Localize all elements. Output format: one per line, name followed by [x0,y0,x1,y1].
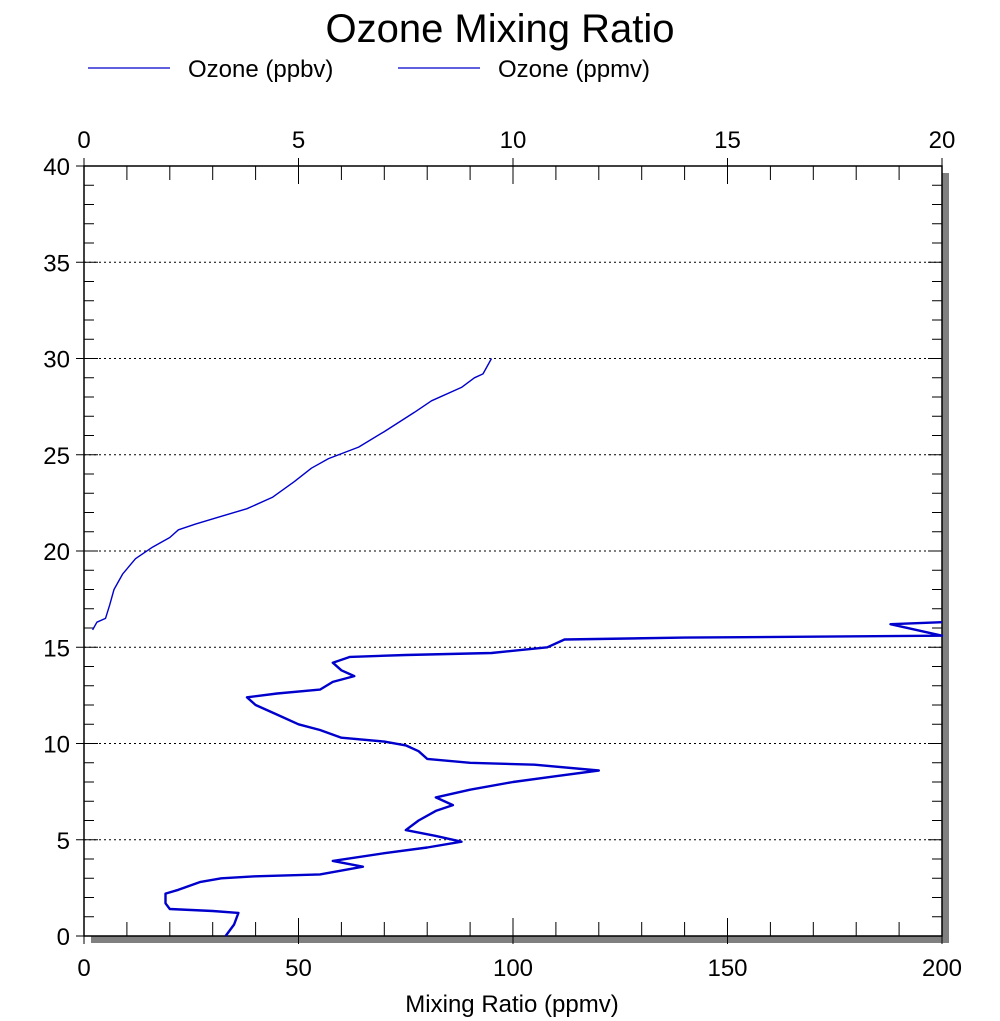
x-top-tick-label-15: 15 [714,127,741,154]
y-tick-label-15: 15 [43,635,70,662]
legend: Ozone (ppbv) Ozone (ppmv) [88,56,650,83]
legend-label-ppbv: Ozone (ppbv) [188,56,333,83]
x-top-tick-label-20: 20 [929,127,956,154]
gridlines [84,261,942,841]
series-layer [91,358,944,937]
legend-label-ppmv: Ozone (ppmv) [498,56,650,83]
y-tick-label-25: 25 [43,443,70,470]
tick-labels: 0 5 10 15 20 25 30 35 40 0 50 100 150 200 0 5 10 15 20 [43,127,962,982]
y-tick-label-30: 30 [43,347,70,374]
y-tick-label-35: 35 [43,250,70,277]
x-top-tick-label-10: 10 [500,127,527,154]
x-bottom-tick-label-200: 200 [922,955,962,982]
x-top-tick-label-5: 5 [292,127,305,154]
x-bottom-tick-label-150: 150 [707,955,747,982]
x-bottom-tick-label-50: 50 [285,955,312,982]
x-bottom-tick-label-100: 100 [493,955,533,982]
y-tick-label-20: 20 [43,539,70,566]
y-tick-label-5: 5 [57,828,70,855]
axis-ticks [76,158,943,944]
y-tick-label-40: 40 [43,154,70,181]
x-axis-label: Mixing Ratio (ppmv) [405,991,618,1018]
y-tick-label-10: 10 [43,732,70,759]
x-top-tick-label-0: 0 [77,127,90,154]
y-tick-label-0: 0 [57,924,70,951]
plot-area [83,165,943,937]
x-bottom-tick-label-0: 0 [77,955,90,982]
chart-title: Ozone Mixing Ratio [325,7,674,51]
series-line-1 [91,358,493,631]
series-line-0 [164,621,944,937]
